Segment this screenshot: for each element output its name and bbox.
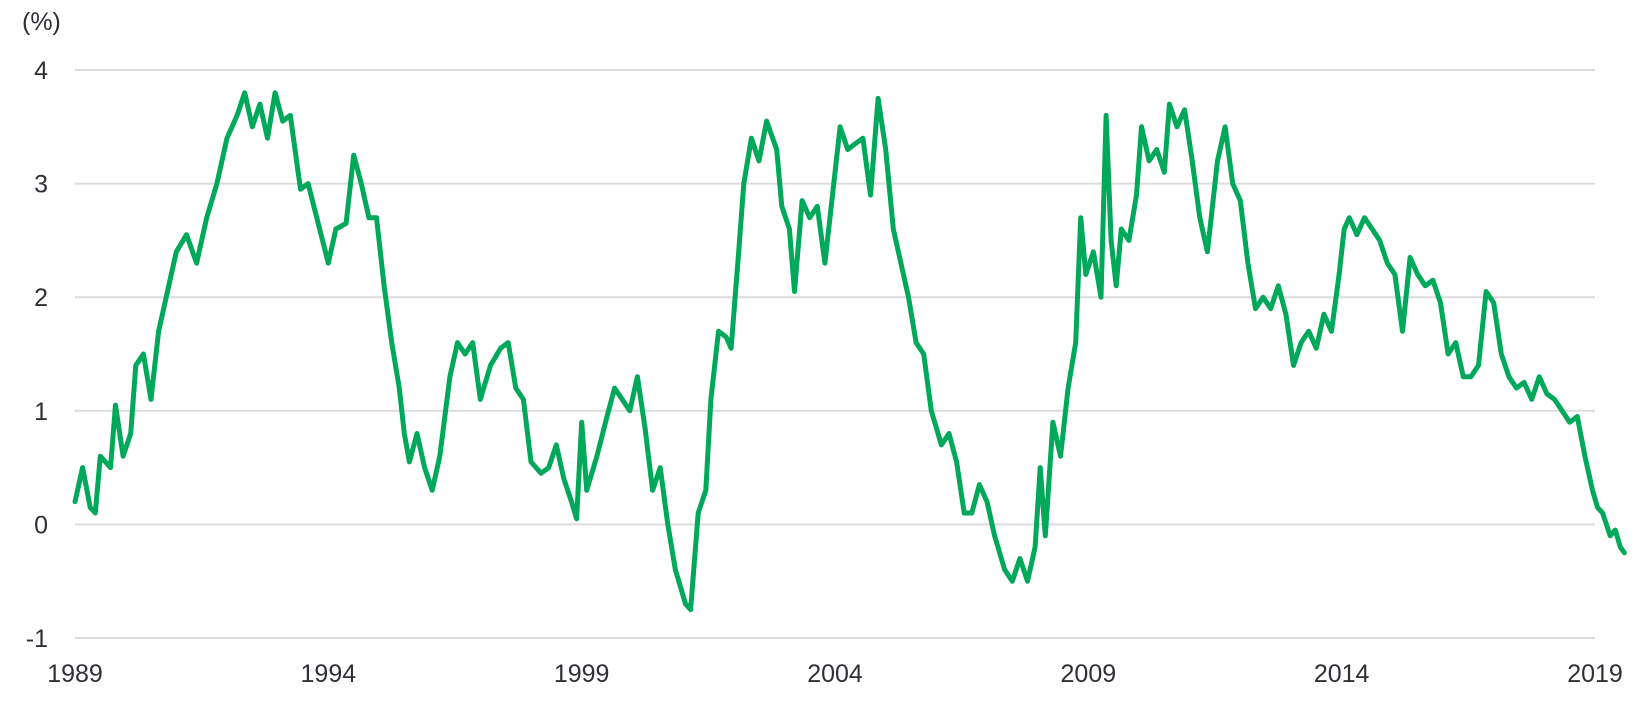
y-tick-label: 1 <box>34 398 48 426</box>
x-tick-label: 2019 <box>1567 660 1623 688</box>
y-tick-label: 3 <box>34 171 48 199</box>
x-tick-label: 1989 <box>47 660 103 688</box>
y-axis-unit-label: (%) <box>22 8 61 36</box>
series-line <box>72 90 1627 613</box>
x-tick-label: 2009 <box>1061 660 1117 688</box>
y-tick-label: 0 <box>34 511 48 539</box>
x-tick-label: 2004 <box>807 660 863 688</box>
x-tick-label: 1999 <box>554 660 610 688</box>
y-tick-label: 2 <box>34 284 48 312</box>
y-axis-tick-labels: -1 0 1 2 3 4 <box>26 57 48 653</box>
x-tick-label: 1994 <box>301 660 357 688</box>
x-tick-label: 2014 <box>1314 660 1370 688</box>
y-tick-label: 4 <box>34 57 48 85</box>
x-axis-tick-labels: 1989 1994 1999 2004 2009 2014 2019 <box>47 660 1623 688</box>
series-group <box>72 90 1627 613</box>
y-tick-label: -1 <box>26 625 48 653</box>
